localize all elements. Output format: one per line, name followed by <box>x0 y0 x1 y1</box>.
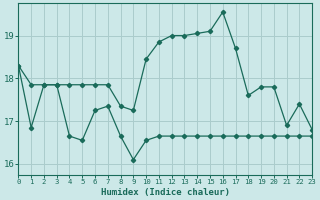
X-axis label: Humidex (Indice chaleur): Humidex (Indice chaleur) <box>101 188 230 197</box>
